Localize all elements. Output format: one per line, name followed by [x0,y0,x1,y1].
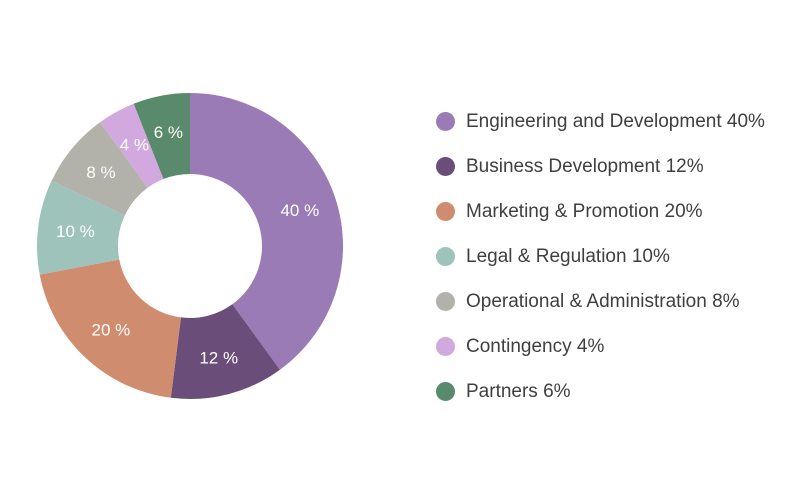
legend-item: Legal & Regulation 10% [436,234,765,279]
slice-value-label: 6 % [154,123,183,142]
legend-item: Partners 6% [436,369,765,414]
legend-label: Partners 6% [466,380,571,402]
legend-item: Engineering and Development 40% [436,99,765,144]
legend-label: Contingency 4% [466,335,605,357]
legend-label: Business Development 12% [466,155,704,177]
slice-value-label: 12 % [199,348,238,367]
legend-label: Legal & Regulation 10% [466,245,670,267]
legend-label: Engineering and Development 40% [466,110,765,132]
legend-swatch [436,292,455,311]
legend-swatch [436,112,455,131]
donut-chart: 40 % 12 % 20 % 10 % 8 % 4 % 6 % [37,93,343,399]
legend-label: Operational & Administration 8% [466,290,740,312]
donut-slice-legal-regulation [37,180,125,275]
chart-legend: Engineering and Development 40% Business… [436,99,765,414]
legend-swatch [436,157,455,176]
legend-swatch [436,202,455,221]
legend-item: Business Development 12% [436,144,765,189]
donut-slice-partners [133,93,190,180]
donut-slice-marketing-promotion [39,259,181,398]
slice-value-label: 40 % [280,201,319,220]
donut-slice-engineering-and-development [190,93,343,370]
legend-swatch [436,247,455,266]
slice-value-label: 10 % [56,222,95,241]
donut-slice-contingency [100,103,164,188]
donut-slice-business-development [170,304,280,399]
legend-item: Marketing & Promotion 20% [436,189,765,234]
legend-item: Contingency 4% [436,324,765,369]
legend-label: Marketing & Promotion 20% [466,200,703,222]
legend-swatch [436,337,455,356]
slice-value-label: 8 % [86,163,115,182]
legend-swatch [436,382,455,401]
donut-slice-operational-administration [51,122,148,216]
slice-value-label: 20 % [92,321,131,340]
slice-value-label: 4 % [120,135,149,154]
legend-item: Operational & Administration 8% [436,279,765,324]
